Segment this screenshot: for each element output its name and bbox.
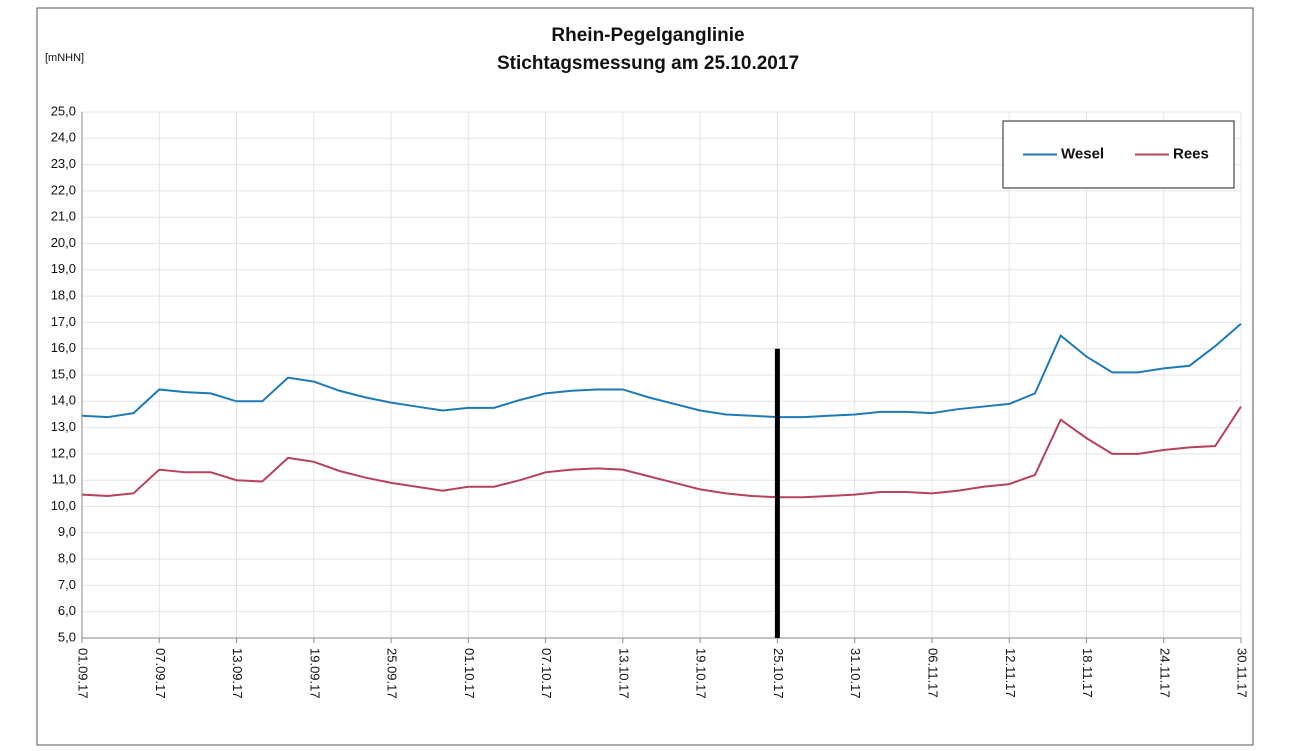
x-tick-label: 31.10.17 bbox=[848, 648, 863, 699]
y-tick-label: 6,0 bbox=[58, 603, 76, 618]
x-tick-label: 07.09.17 bbox=[153, 648, 168, 699]
y-tick-label: 24,0 bbox=[51, 130, 76, 145]
x-tick-label: 19.10.17 bbox=[694, 648, 709, 699]
legend: Wesel Rees bbox=[1002, 120, 1235, 189]
y-tick-label: 19,0 bbox=[51, 261, 76, 276]
chart-frame bbox=[36, 7, 1254, 746]
y-tick-label: 8,0 bbox=[58, 551, 76, 566]
y-tick-label: 10,0 bbox=[51, 498, 76, 513]
x-tick-label: 12.11.17 bbox=[1003, 648, 1018, 698]
x-tick-label: 24.11.17 bbox=[1157, 648, 1172, 698]
y-tick-label: 18,0 bbox=[51, 288, 76, 303]
y-tick-label: 12,0 bbox=[51, 445, 76, 460]
y-tick-label: 15,0 bbox=[51, 366, 76, 381]
x-tick-label: 01.09.17 bbox=[76, 648, 91, 699]
x-tick-label: 07.10.17 bbox=[539, 648, 554, 699]
chart-subtitle: Stichtagsmessung am 25.10.2017 bbox=[497, 53, 799, 74]
y-tick-label: 20,0 bbox=[51, 235, 76, 250]
y-tick-label: 11,0 bbox=[52, 472, 76, 487]
x-tick-label: 25.09.17 bbox=[385, 648, 400, 699]
y-tick-label: 21,0 bbox=[51, 209, 76, 224]
y-tick-label: 22,0 bbox=[51, 182, 76, 197]
y-tick-label: 25,0 bbox=[51, 103, 76, 118]
y-tick-label: 14,0 bbox=[51, 393, 76, 408]
y-axis-label: [mNHN] bbox=[45, 52, 84, 64]
x-tick-label: 19.09.17 bbox=[307, 648, 322, 699]
y-tick-label: 17,0 bbox=[51, 314, 76, 329]
y-tick-label: 23,0 bbox=[51, 156, 76, 171]
x-tick-label: 30.11.17 bbox=[1235, 648, 1250, 698]
y-tick-label: 13,0 bbox=[51, 419, 76, 434]
y-tick-label: 5,0 bbox=[58, 629, 76, 644]
x-tick-label: 13.09.17 bbox=[230, 648, 245, 699]
x-tick-label: 25.10.17 bbox=[771, 648, 786, 699]
legend-label: Wesel bbox=[1061, 145, 1104, 162]
x-tick-label: 01.10.17 bbox=[462, 648, 477, 699]
legend-label: Rees bbox=[1173, 145, 1209, 162]
x-tick-label: 06.11.17 bbox=[925, 648, 940, 698]
chart-title: Rhein-Pegelganglinie bbox=[551, 25, 744, 46]
x-tick-label: 13.10.17 bbox=[616, 648, 631, 699]
series-line bbox=[81, 322, 1242, 419]
series-line bbox=[81, 406, 1242, 499]
y-tick-label: 16,0 bbox=[51, 340, 76, 355]
y-tick-label: 7,0 bbox=[58, 577, 76, 592]
y-tick-label: 9,0 bbox=[58, 524, 76, 539]
x-tick-label: 18.11.17 bbox=[1080, 648, 1095, 698]
